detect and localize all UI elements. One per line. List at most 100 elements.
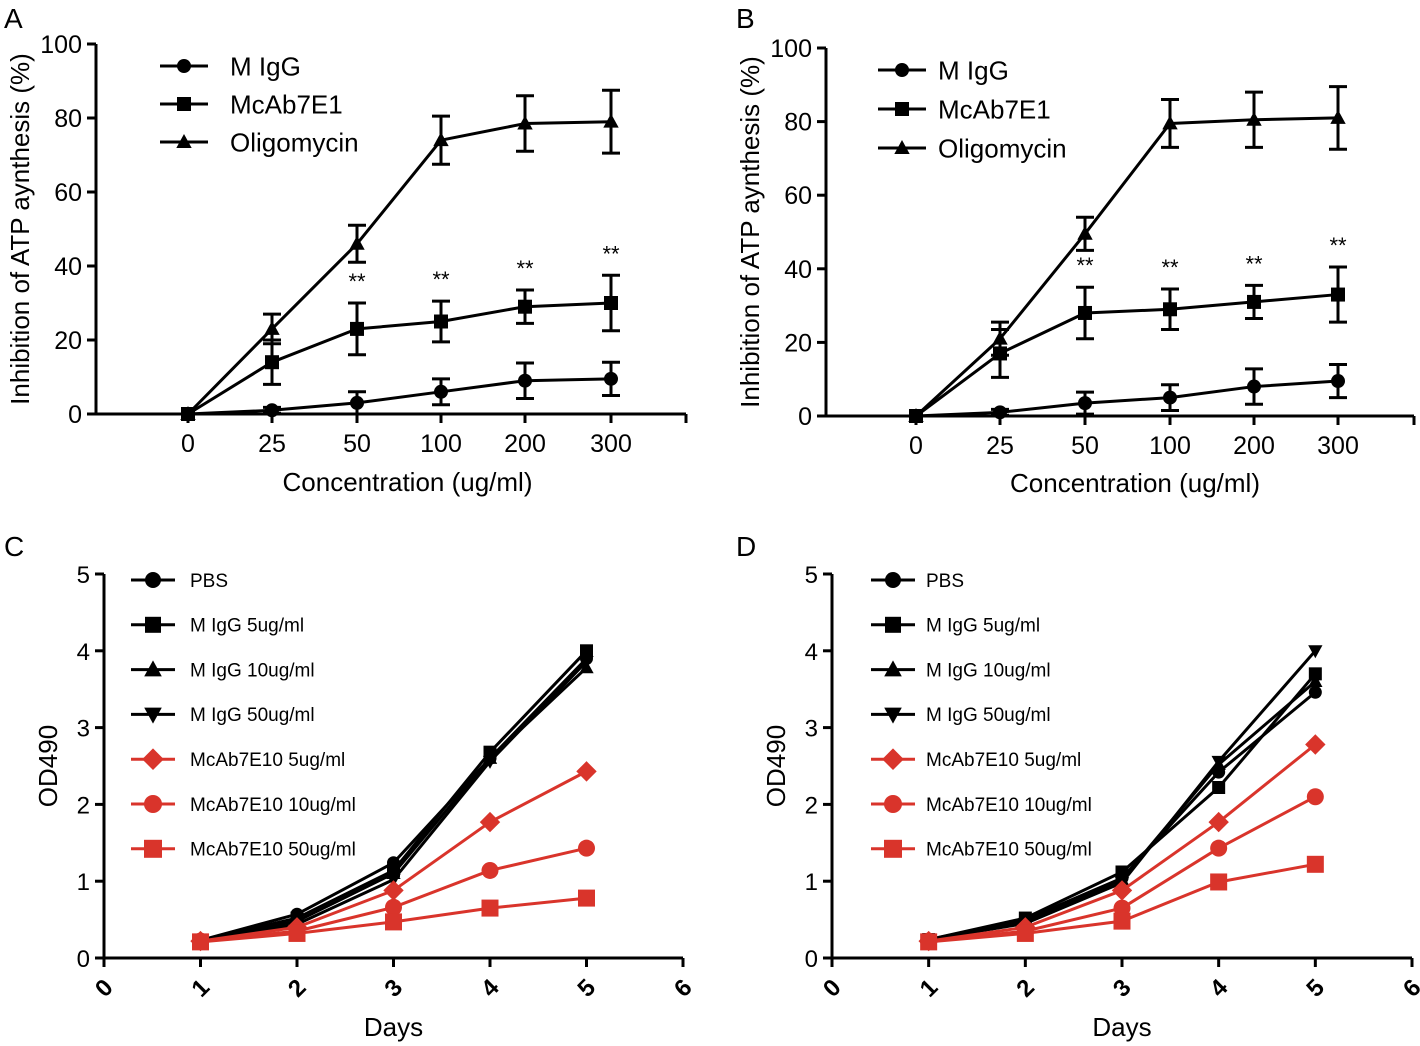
x-tick-label: 100 bbox=[420, 430, 462, 458]
legend-marker bbox=[144, 707, 162, 724]
legend-label: M IgG 5ug/ml bbox=[190, 616, 304, 637]
legend-label: McAb7E1 bbox=[938, 94, 1051, 124]
legend-item: M IgG 5ug/ml bbox=[871, 616, 1040, 637]
y-tick-label: 2 bbox=[805, 792, 818, 819]
data-point bbox=[1330, 109, 1346, 124]
y-tick-label: 0 bbox=[805, 946, 818, 973]
significance-marker: ** bbox=[1245, 251, 1263, 276]
data-point bbox=[385, 913, 402, 931]
legend-item: PBS bbox=[871, 571, 964, 592]
series-line bbox=[915, 379, 1339, 418]
legend-label: PBS bbox=[926, 571, 964, 592]
x-tick-label: 3 bbox=[1108, 974, 1137, 1003]
legend: M IgG McAb7E1 Oligomycin bbox=[878, 55, 1067, 163]
data-point bbox=[603, 113, 619, 128]
data-point bbox=[579, 656, 594, 670]
legend-marker bbox=[176, 133, 192, 148]
x-tick-label: 200 bbox=[504, 430, 546, 458]
legend-item: Oligomycin bbox=[160, 127, 359, 157]
legend-item: McAb7E1 bbox=[878, 94, 1051, 124]
y-tick-label: 0 bbox=[77, 946, 90, 973]
legend-label: McAb7E10 50ug/ml bbox=[190, 840, 356, 861]
legend-label: Oligomycin bbox=[938, 133, 1067, 163]
data-point bbox=[578, 839, 595, 857]
y-tick-label: 20 bbox=[784, 329, 812, 357]
y-axis-label: OD490 bbox=[761, 725, 791, 807]
x-tick-label: 6 bbox=[1398, 974, 1420, 1003]
data-point bbox=[265, 355, 279, 370]
data-point bbox=[578, 889, 595, 907]
significance-marker: ** bbox=[348, 269, 366, 294]
data-point bbox=[1078, 396, 1092, 411]
data-point bbox=[1247, 294, 1261, 309]
y-tick-label: 2 bbox=[77, 792, 90, 819]
x-tick-label: 0 bbox=[181, 430, 195, 458]
legend-item: McAb7E1 bbox=[160, 89, 343, 119]
y-tick-label: 4 bbox=[805, 639, 818, 666]
significance-marker: ** bbox=[1329, 233, 1347, 258]
legend-item: M IgG 5ug/ml bbox=[131, 616, 304, 637]
series-line bbox=[187, 377, 612, 416]
legend-item: M IgG 10ug/ml bbox=[871, 660, 1051, 681]
series-m-igg bbox=[909, 362, 1347, 423]
panel-letter: A bbox=[4, 3, 23, 34]
legend-label: M IgG 50ug/ml bbox=[926, 705, 1051, 726]
x-tick-label: 50 bbox=[343, 430, 371, 458]
y-tick-label: 3 bbox=[805, 716, 818, 743]
data-point bbox=[1210, 839, 1228, 857]
legend-marker bbox=[145, 572, 161, 588]
legend-item: Oligomycin bbox=[878, 133, 1067, 163]
legend-marker bbox=[884, 795, 902, 813]
data-point bbox=[350, 395, 364, 410]
legend-marker bbox=[145, 616, 161, 633]
data-point bbox=[920, 933, 938, 951]
x-tick-label: 100 bbox=[1149, 432, 1191, 460]
legend-label: McAb7E10 10ug/ml bbox=[926, 795, 1092, 816]
data-point bbox=[1331, 287, 1345, 302]
y-tick-label: 100 bbox=[770, 35, 812, 63]
legend-label: McAb7E1 bbox=[230, 89, 343, 119]
series-oligomycin bbox=[180, 88, 620, 420]
legend-label: M IgG 10ug/ml bbox=[926, 660, 1051, 681]
data-point bbox=[518, 373, 532, 388]
legend-label: Oligomycin bbox=[230, 127, 359, 157]
series-line bbox=[914, 116, 1339, 418]
x-axis-label: Days bbox=[1092, 1012, 1151, 1042]
legend-item: M IgG 50ug/ml bbox=[131, 705, 315, 726]
legend: PBS M IgG 5ug/ml M IgG 10ug/ml M IgG 50ug/m… bbox=[131, 571, 356, 861]
series-line bbox=[186, 120, 612, 416]
data-point bbox=[1212, 781, 1226, 795]
legend-item: PBS bbox=[131, 571, 228, 592]
x-tick-label: 4 bbox=[1205, 974, 1234, 1003]
y-tick-label: 100 bbox=[40, 31, 82, 59]
x-axis-label: Concentration (ug/ml) bbox=[1010, 468, 1260, 498]
legend-marker bbox=[882, 748, 904, 770]
panel-letter: B bbox=[736, 3, 755, 34]
data-point bbox=[1308, 667, 1322, 681]
significance-marker: ** bbox=[1161, 255, 1179, 280]
y-tick-label: 60 bbox=[54, 179, 82, 207]
data-point bbox=[349, 235, 365, 250]
data-point bbox=[385, 898, 402, 916]
data-point bbox=[1111, 880, 1133, 901]
x-tick-label: 200 bbox=[1233, 432, 1275, 460]
data-point bbox=[433, 132, 449, 147]
x-axis-label: Days bbox=[364, 1012, 423, 1042]
significance-marker: ** bbox=[602, 241, 620, 266]
legend-marker bbox=[177, 59, 191, 73]
legend-label: McAb7E10 5ug/ml bbox=[926, 750, 1081, 771]
data-point bbox=[1306, 855, 1324, 873]
series-m-igg bbox=[181, 360, 620, 421]
data-point bbox=[1331, 374, 1345, 389]
significance-marker: ** bbox=[432, 267, 450, 292]
data-point bbox=[192, 933, 209, 951]
data-point bbox=[481, 899, 499, 917]
data-point bbox=[265, 403, 279, 418]
legend-marker bbox=[144, 660, 162, 677]
series-mcab7e1 bbox=[181, 273, 620, 421]
y-tick-label: 5 bbox=[805, 562, 818, 589]
x-tick-label: 2 bbox=[283, 974, 312, 1003]
y-tick-label: 80 bbox=[784, 109, 812, 137]
legend-marker bbox=[884, 707, 902, 724]
